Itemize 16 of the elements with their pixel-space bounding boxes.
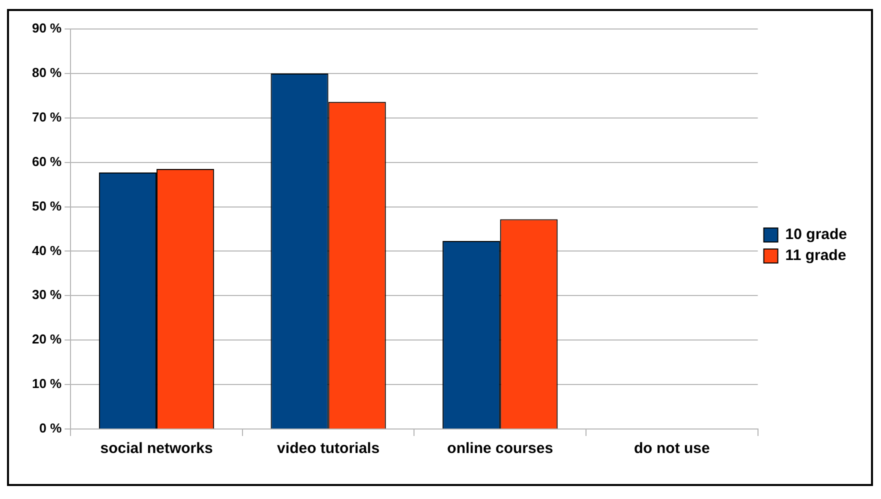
y-tick-label: 80 % <box>32 65 62 80</box>
x-tick-label: do not use <box>634 440 710 458</box>
x-tick-label: video tutorials <box>277 440 380 458</box>
legend-label: 10 grade <box>785 226 848 244</box>
y-tick-label: 20 % <box>32 332 62 347</box>
y-tick-label: 70 % <box>32 109 62 124</box>
x-tick-label: social networks <box>100 440 213 458</box>
y-tick-label: 50 % <box>32 198 62 214</box>
legend-label: 11 grade <box>785 247 846 264</box>
y-tick-label: 10 % <box>32 376 62 392</box>
y-tick-label: 90 % <box>32 20 62 36</box>
y-tick-label: 60 % <box>32 154 62 169</box>
y-tick-label: 0 % <box>39 420 62 436</box>
y-tick-label: 40 % <box>32 242 62 258</box>
x-tick-label: online courses <box>447 440 554 458</box>
y-tick-label: 30 % <box>32 287 62 302</box>
